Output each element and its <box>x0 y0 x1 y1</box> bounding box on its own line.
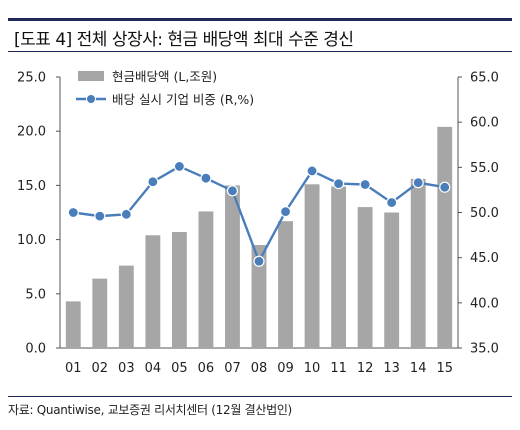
left-tick-label: 25.0 <box>17 71 46 86</box>
line-point <box>412 177 424 189</box>
x-tick-label: 03 <box>118 361 135 376</box>
x-tick-label: 04 <box>145 361 162 376</box>
line-point <box>359 178 371 191</box>
bar <box>278 221 293 348</box>
right-tick-label: 40.0 <box>470 296 499 311</box>
x-tick-label: 01 <box>65 361 82 376</box>
legend-swatch-bar <box>78 71 104 81</box>
chart-title: [도표 4] 전체 상장사: 현금 배당액 최대 수준 경신 <box>14 30 354 50</box>
legend-swatch-point <box>86 94 96 104</box>
bar <box>331 186 347 348</box>
left-tick-label: 5.0 <box>25 287 46 302</box>
line-point <box>226 185 239 197</box>
x-tick-label: 09 <box>277 361 294 376</box>
x-tick-label: 08 <box>251 361 268 376</box>
x-tick-label: 14 <box>410 361 427 376</box>
left-tick-label: 0.0 <box>25 342 46 357</box>
line-point <box>306 165 318 177</box>
legend-label-bar: 현금배당액 (L,조원) <box>112 69 217 84</box>
source-note: 자료: Quantiwise, 교보증권 리서치센터 (12월 결산법인) <box>8 403 292 417</box>
title-bar: [도표 4] 전체 상장사: 현금 배당액 최대 수준 경신 <box>8 18 512 52</box>
x-tick-label: 02 <box>92 361 109 376</box>
line-point <box>67 206 79 219</box>
bar <box>92 278 108 348</box>
x-tick-label: 07 <box>224 361 241 376</box>
plot-area: 0.0 5.0 10.0 15.0 20.0 25.0 35.0 40.0 45.0 50.0 55… <box>17 69 499 376</box>
right-tick-label: 65.0 <box>470 71 499 86</box>
bar <box>357 207 373 348</box>
bar <box>171 232 187 348</box>
line-point <box>147 176 159 188</box>
bar <box>198 211 214 348</box>
line-point <box>94 210 106 222</box>
bar <box>304 184 320 348</box>
x-tick-label: 06 <box>198 361 215 376</box>
line-point <box>333 177 345 190</box>
x-tick-label: 15 <box>436 361 453 376</box>
bar <box>384 212 400 348</box>
right-tick-label: 35.0 <box>470 342 499 357</box>
chart: 0.0 5.0 10.0 15.0 20.0 25.0 35.0 40.0 45.0 50.0 55… <box>17 69 499 376</box>
line-point <box>200 172 212 184</box>
left-tick-label: 20.0 <box>17 125 46 140</box>
bar <box>65 301 81 348</box>
left-tick-label: 15.0 <box>17 179 46 194</box>
bar <box>410 178 426 348</box>
bar <box>145 235 161 348</box>
line-point <box>120 208 132 220</box>
x-tick-label: 12 <box>357 361 374 376</box>
right-tick-label: 55.0 <box>470 161 499 176</box>
left-tick-label: 10.0 <box>17 233 46 248</box>
legend-label-line: 배당 실시 기업 비중 (R,%) <box>112 92 254 107</box>
line-point <box>439 181 451 193</box>
bottom-rule <box>8 396 512 397</box>
x-tick-label: 05 <box>171 361 188 376</box>
line-point <box>279 205 292 218</box>
x-tick-label: 10 <box>304 361 321 376</box>
bar <box>251 245 267 348</box>
line-point <box>386 196 398 209</box>
line-point <box>173 160 185 173</box>
bar <box>225 185 240 348</box>
bar <box>118 265 134 348</box>
x-tick-label: 13 <box>383 361 400 376</box>
line-point <box>253 255 265 267</box>
right-tick-label: 60.0 <box>470 116 499 131</box>
right-tick-label: 50.0 <box>470 206 499 221</box>
x-tick-label: 11 <box>330 361 347 376</box>
right-tick-label: 45.0 <box>470 251 499 266</box>
bar <box>437 126 453 348</box>
